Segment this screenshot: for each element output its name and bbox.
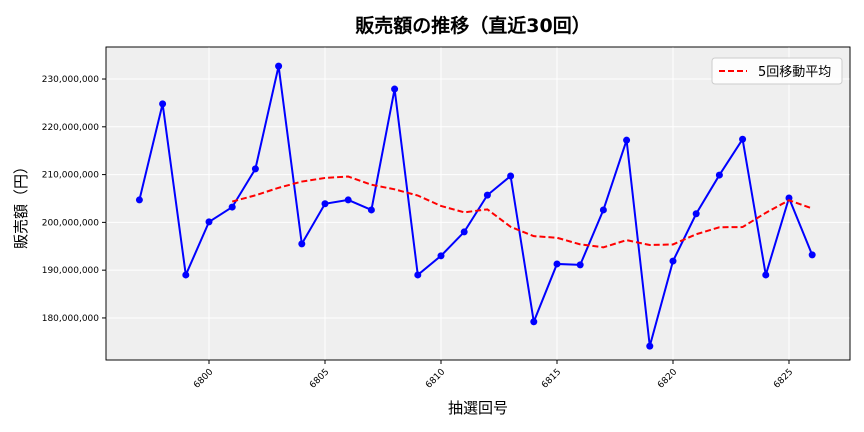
x-tick-label: 6820: [656, 367, 679, 390]
sales-point: [367, 206, 375, 214]
y-tick-label: 220,000,000: [42, 123, 100, 133]
sales-point: [623, 136, 631, 144]
x-tick-label: 6810: [424, 367, 447, 390]
y-tick-label: 210,000,000: [42, 171, 100, 181]
x-tick-label: 6815: [540, 367, 563, 390]
sales-point: [437, 252, 445, 260]
legend: 5回移動平均: [711, 57, 843, 85]
legend-box: [711, 57, 843, 85]
sales-point: [205, 218, 213, 226]
y-tick-label: 200,000,000: [42, 218, 100, 228]
sales-point: [275, 62, 283, 70]
sales-point: [762, 271, 770, 279]
sales-point: [483, 191, 491, 199]
legend-label: 5回移動平均: [758, 65, 831, 80]
x-tick-label: 6800: [192, 367, 215, 390]
sales-point: [344, 196, 352, 204]
plot-area: [105, 46, 851, 361]
sales-point: [669, 257, 677, 265]
sales-point: [739, 135, 747, 143]
y-axis-label: 販売額（円）: [12, 159, 30, 249]
sales-point: [182, 271, 190, 279]
sales-point: [414, 271, 422, 279]
sales-line: [138, 65, 814, 347]
sales-point: [576, 261, 584, 269]
sales-point: [135, 196, 143, 204]
x-tick-label: 6805: [308, 367, 331, 390]
y-tick-label: 230,000,000: [42, 75, 100, 85]
chart-title: 販売額の推移（直近30回）: [355, 14, 590, 37]
x-axis-label: 抽選回号: [448, 399, 508, 417]
sales-point: [251, 165, 259, 173]
sales-point: [692, 210, 700, 218]
sales-point: [553, 260, 561, 268]
sales-point: [715, 171, 723, 179]
moving-average-line: [231, 175, 813, 249]
plot-border: [105, 46, 851, 361]
sales-point: [460, 228, 468, 236]
y-tick-label: 190,000,000: [42, 266, 100, 276]
sales-point: [646, 342, 654, 350]
sales-point: [321, 200, 329, 208]
sales-point: [808, 251, 816, 259]
sales-point: [391, 85, 399, 93]
x-tick-label: 6825: [772, 367, 795, 390]
sales-point: [599, 206, 607, 214]
sales-point: [530, 318, 538, 326]
sales-point: [298, 240, 306, 248]
sales-point: [785, 194, 793, 202]
y-tick-label: 180,000,000: [42, 314, 100, 324]
sales-point: [228, 203, 236, 211]
sales-point: [507, 172, 515, 180]
sales-point: [159, 100, 167, 108]
